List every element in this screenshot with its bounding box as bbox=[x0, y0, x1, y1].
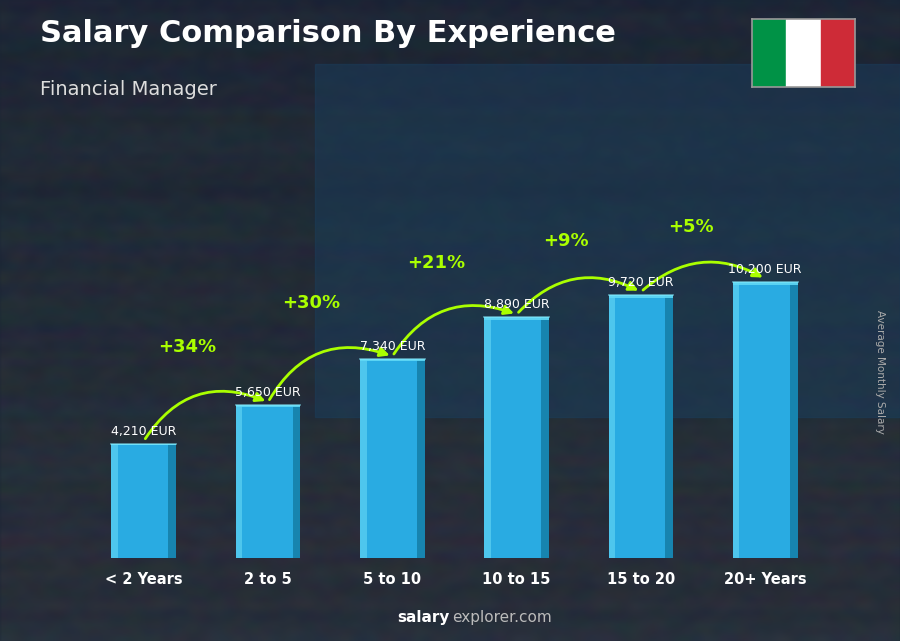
Bar bbox=[360, 359, 425, 558]
Text: 10,200 EUR: 10,200 EUR bbox=[728, 263, 802, 276]
Bar bbox=[360, 359, 425, 362]
Bar bbox=[315, 64, 900, 417]
Bar bbox=[236, 404, 242, 558]
Text: +34%: +34% bbox=[158, 338, 216, 356]
Bar bbox=[608, 295, 673, 298]
Text: Average Monthly Salary: Average Monthly Salary bbox=[875, 310, 886, 434]
Bar bbox=[790, 281, 797, 558]
Bar bbox=[786, 19, 821, 87]
Text: +9%: +9% bbox=[544, 232, 590, 250]
Bar bbox=[752, 19, 786, 87]
Text: salary: salary bbox=[398, 610, 450, 625]
Bar bbox=[484, 317, 549, 558]
Bar bbox=[417, 359, 425, 558]
Bar bbox=[665, 295, 673, 558]
Text: +5%: +5% bbox=[668, 219, 714, 237]
Bar bbox=[112, 444, 118, 558]
Text: 8,890 EUR: 8,890 EUR bbox=[484, 298, 550, 311]
Text: 5,650 EUR: 5,650 EUR bbox=[235, 386, 301, 399]
Text: +21%: +21% bbox=[407, 254, 465, 272]
Text: explorer.com: explorer.com bbox=[452, 610, 552, 625]
Text: 4,210 EUR: 4,210 EUR bbox=[111, 425, 176, 438]
Bar bbox=[292, 404, 301, 558]
Bar bbox=[168, 444, 176, 558]
Text: 9,720 EUR: 9,720 EUR bbox=[608, 276, 674, 288]
Bar bbox=[112, 444, 176, 558]
Bar bbox=[112, 444, 176, 445]
Text: 7,340 EUR: 7,340 EUR bbox=[360, 340, 425, 353]
Bar bbox=[733, 281, 740, 558]
Bar bbox=[236, 404, 301, 558]
Bar bbox=[733, 281, 797, 558]
Bar bbox=[484, 317, 549, 320]
Text: Salary Comparison By Experience: Salary Comparison By Experience bbox=[40, 19, 616, 48]
Bar bbox=[733, 281, 797, 285]
Bar bbox=[541, 317, 549, 558]
Bar bbox=[236, 404, 301, 406]
Bar bbox=[608, 295, 615, 558]
Text: Financial Manager: Financial Manager bbox=[40, 80, 218, 99]
Bar bbox=[608, 295, 673, 558]
Bar bbox=[821, 19, 855, 87]
Bar bbox=[360, 359, 366, 558]
Bar bbox=[484, 317, 491, 558]
Text: +30%: +30% bbox=[283, 294, 340, 312]
